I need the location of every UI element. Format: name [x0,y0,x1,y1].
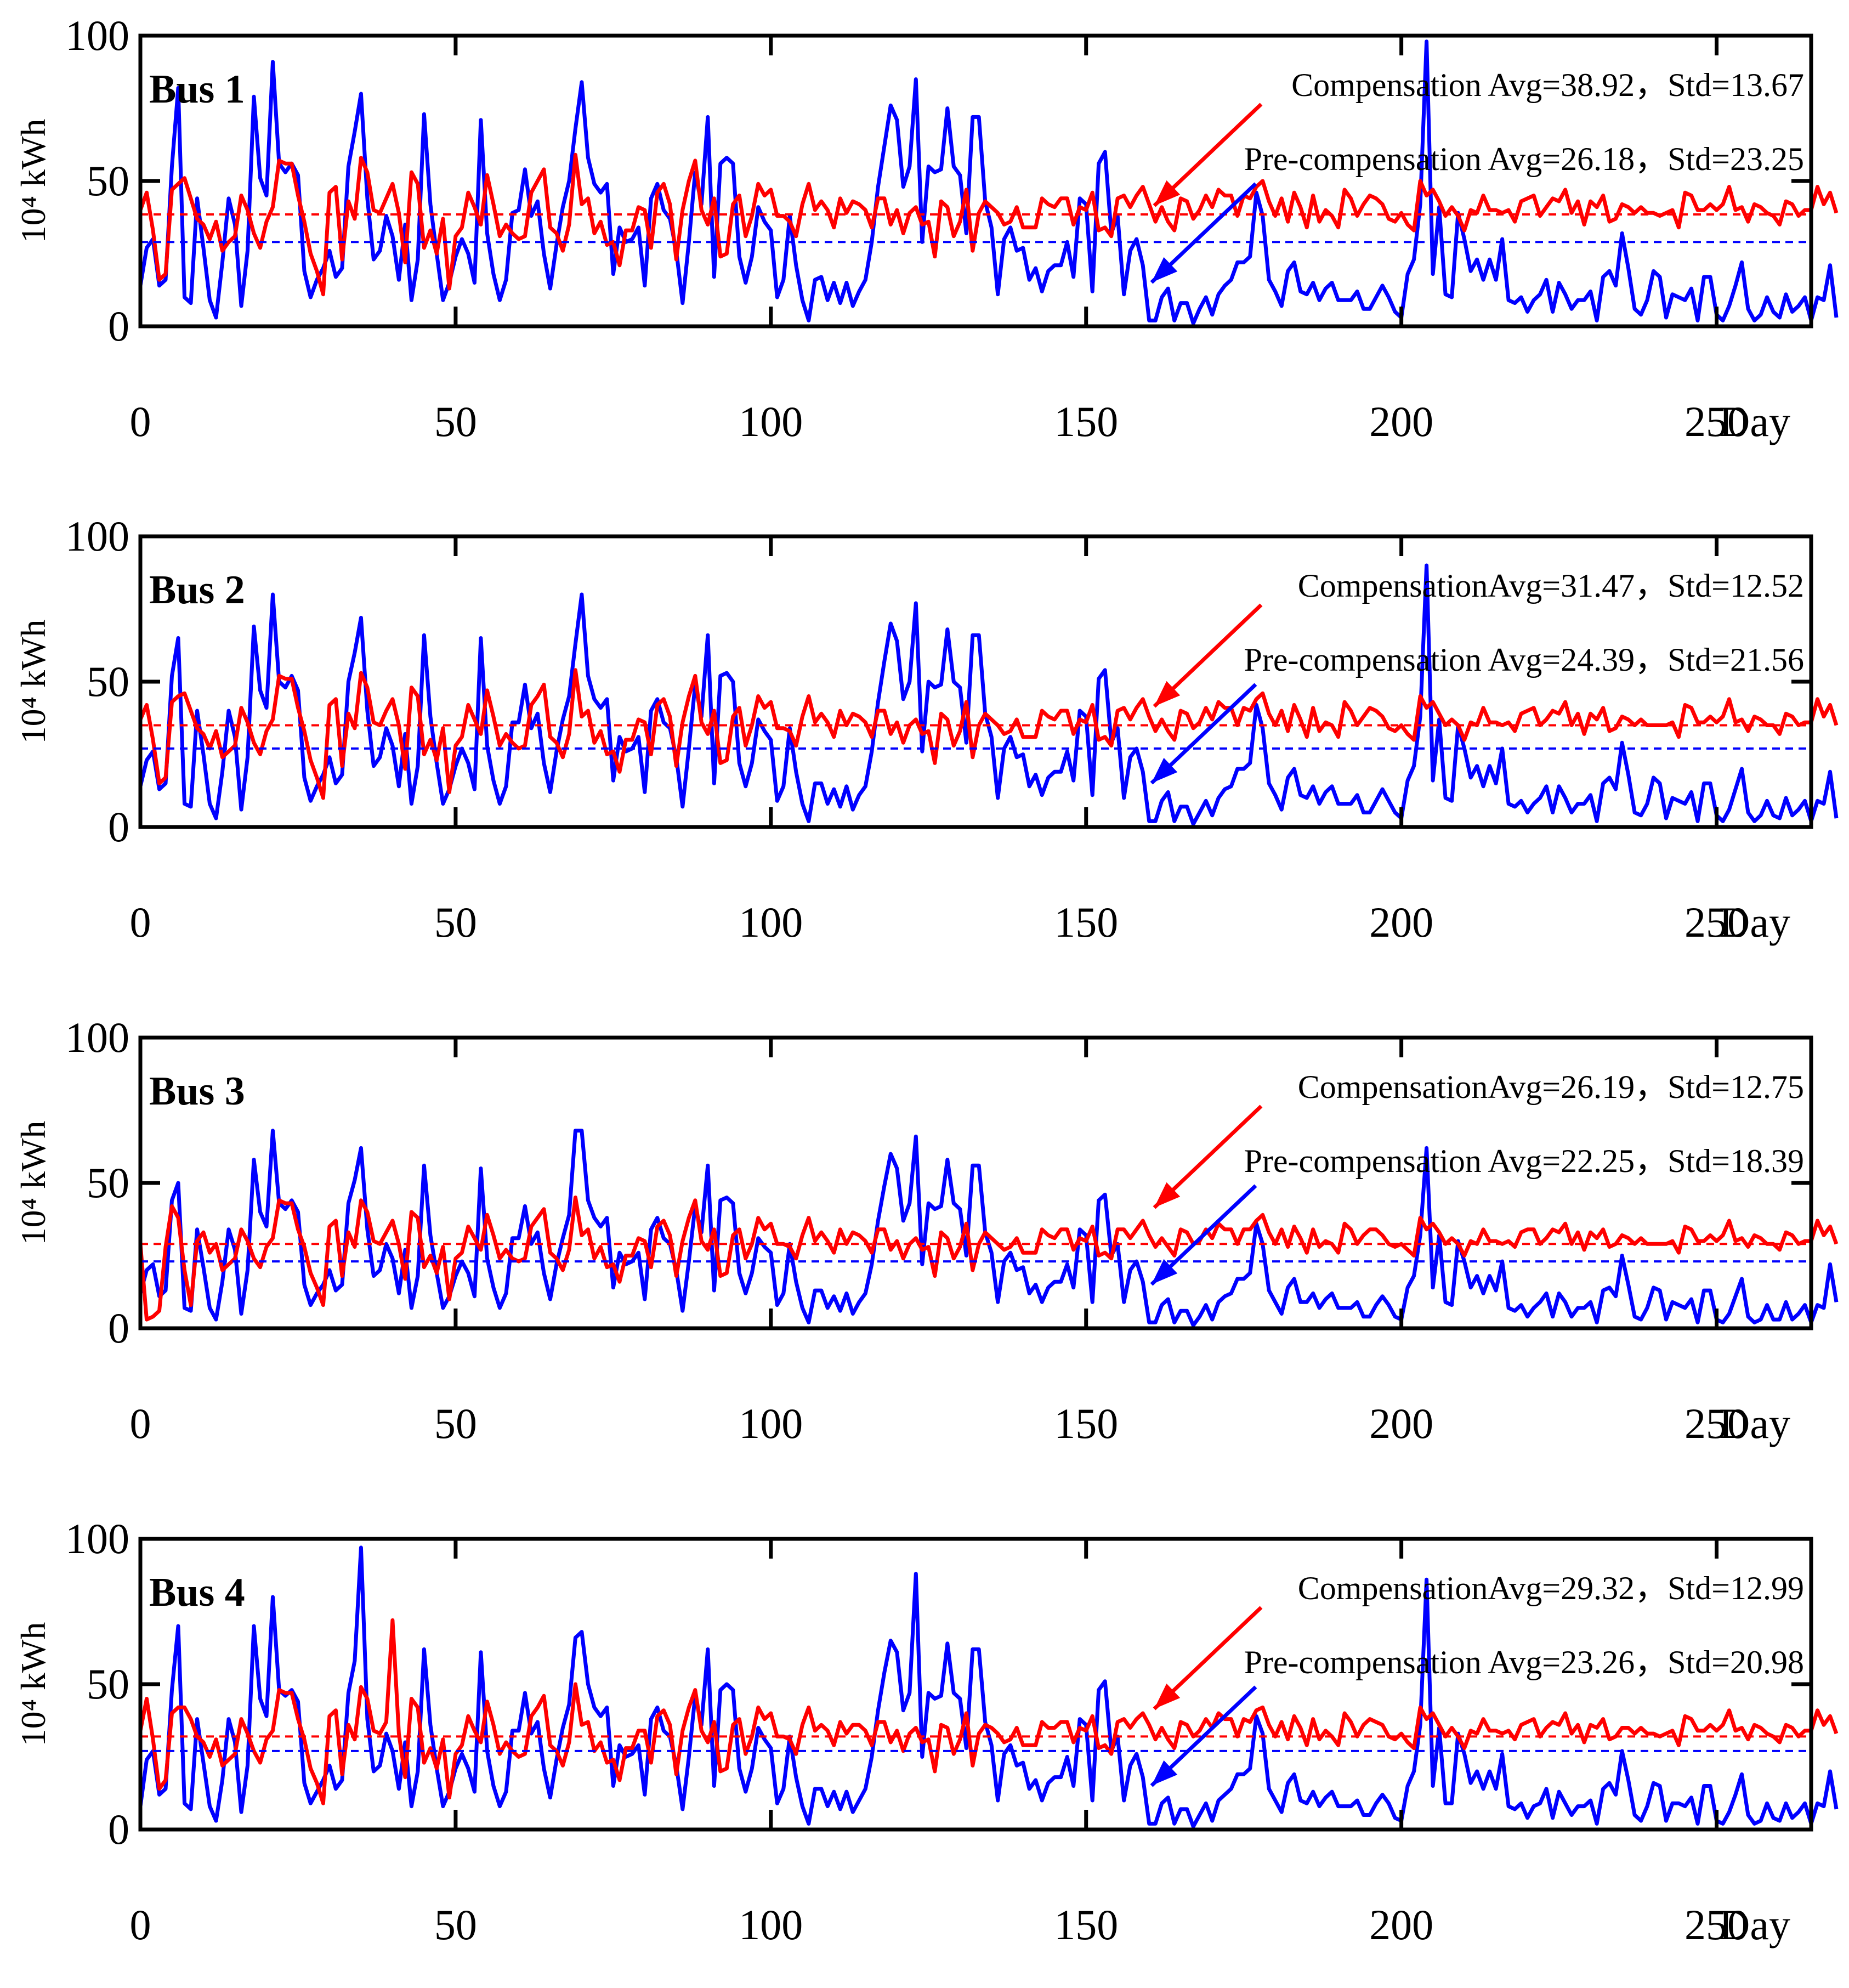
x-tick-label: 50 [434,1400,477,1447]
compensation-arrow-head [1154,1683,1181,1709]
compensation-arrow-head [1154,681,1181,706]
x-axis-unit-label: Day [1719,1901,1790,1949]
x-axis-unit-label: Day [1719,898,1790,946]
y-tick-label: 100 [65,12,129,59]
compensation-arrow [1153,1105,1263,1209]
bus-label: Bus 4 [149,1570,245,1615]
x-tick-label: 200 [1369,398,1433,445]
y-tick-label: 0 [108,1304,129,1352]
pre-compensation-annotation: Pre-compensation Avg=23.26，Std=20.98 [1244,1644,1805,1680]
y-axis-label: 10⁴ kWh [14,620,53,744]
x-axis-unit-label: Day [1719,1400,1790,1447]
pre-compensation-line-bus-4 [138,1545,1839,1829]
compensation-line-bus-2 [138,668,1839,800]
x-tick-label: 100 [739,398,803,445]
compensation-arrow-head [1154,180,1181,206]
pre-compensation-arrow [1150,683,1257,785]
y-axis-label: 10⁴ kWh [14,1622,53,1747]
compensation-annotation: CompensationAvg=29.32，Std=12.99 [1298,1570,1804,1606]
x-tick-label: 200 [1369,1400,1433,1447]
bus-label: Bus 1 [149,67,245,112]
y-tick-label: 0 [108,302,129,350]
x-tick-label: 150 [1054,1901,1118,1949]
y-tick-label: 100 [65,1013,129,1061]
y-tick-label: 100 [65,512,129,560]
x-tick-label: 0 [130,898,151,946]
pre-compensation-line-bus-3 [138,1129,1839,1328]
y-tick-label: 50 [87,1159,129,1207]
x-tick-label: 100 [739,1901,803,1949]
x-tick-label: 0 [130,398,151,445]
y-tick-label: 50 [87,658,129,705]
bus-label: Bus 3 [149,1069,245,1114]
x-tick-label: 50 [434,398,477,445]
x-axis-unit-label: Day [1719,398,1790,445]
x-tick-label: 150 [1054,898,1118,946]
x-tick-label: 100 [739,1400,803,1447]
x-tick-label: 200 [1369,898,1433,946]
x-tick-label: 250 [1684,1400,1749,1447]
y-tick-label: 50 [87,157,129,205]
x-tick-label: 0 [130,1901,151,1949]
x-tick-label: 150 [1054,1400,1118,1447]
pre-compensation-arrow-head [1152,1760,1178,1786]
x-tick-label: 100 [739,898,803,946]
y-tick-label: 50 [87,1660,129,1708]
pre-compensation-arrow [1150,182,1257,284]
pre-compensation-arrow-head [1152,257,1178,282]
y-tick-label: 0 [108,803,129,851]
bus-label: Bus 2 [149,568,245,613]
pre-compensation-annotation: Pre-compensation Avg=24.39，Std=21.56 [1244,642,1805,678]
x-tick-label: 200 [1369,1901,1433,1949]
y-axis-label: 10⁴ kWh [14,119,53,243]
pre-compensation-arrow [1150,1184,1257,1286]
pre-compensation-arrow-head [1152,757,1178,783]
pre-compensation-arrow [1150,1685,1257,1787]
compensation-arrow-head [1154,1182,1181,1208]
y-tick-label: 100 [65,1515,129,1562]
x-tick-label: 250 [1684,1901,1749,1949]
x-tick-label: 0 [130,1400,151,1447]
y-tick-label: 0 [108,1805,129,1853]
compensation-arrow [1153,103,1263,207]
compensation-line-bus-3 [138,1196,1839,1322]
pre-compensation-annotation: Pre-compensation Avg=26.18，Std=23.25 [1244,141,1805,177]
x-tick-label: 50 [434,898,477,946]
compensation-line-bus-4 [138,1618,1839,1805]
compensation-arrow [1153,603,1263,708]
pre-compensation-annotation: Pre-compensation Avg=22.25，Std=18.39 [1244,1143,1805,1179]
pre-compensation-arrow-head [1152,1259,1178,1284]
x-tick-label: 250 [1684,898,1749,946]
x-tick-label: 150 [1054,398,1118,445]
x-tick-label: 250 [1684,398,1749,445]
compensation-arrow [1153,1606,1263,1711]
y-axis-label: 10⁴ kWh [14,1121,53,1245]
compensation-annotation: Compensation Avg=38.92，Std=13.67 [1291,67,1804,103]
compensation-line-bus-1 [138,152,1839,297]
x-tick-label: 50 [434,1901,477,1949]
compensation-annotation: CompensationAvg=31.47，Std=12.52 [1298,568,1804,604]
compensation-annotation: CompensationAvg=26.19，Std=12.75 [1298,1069,1804,1105]
pre-compensation-line-bus-2 [138,563,1839,826]
